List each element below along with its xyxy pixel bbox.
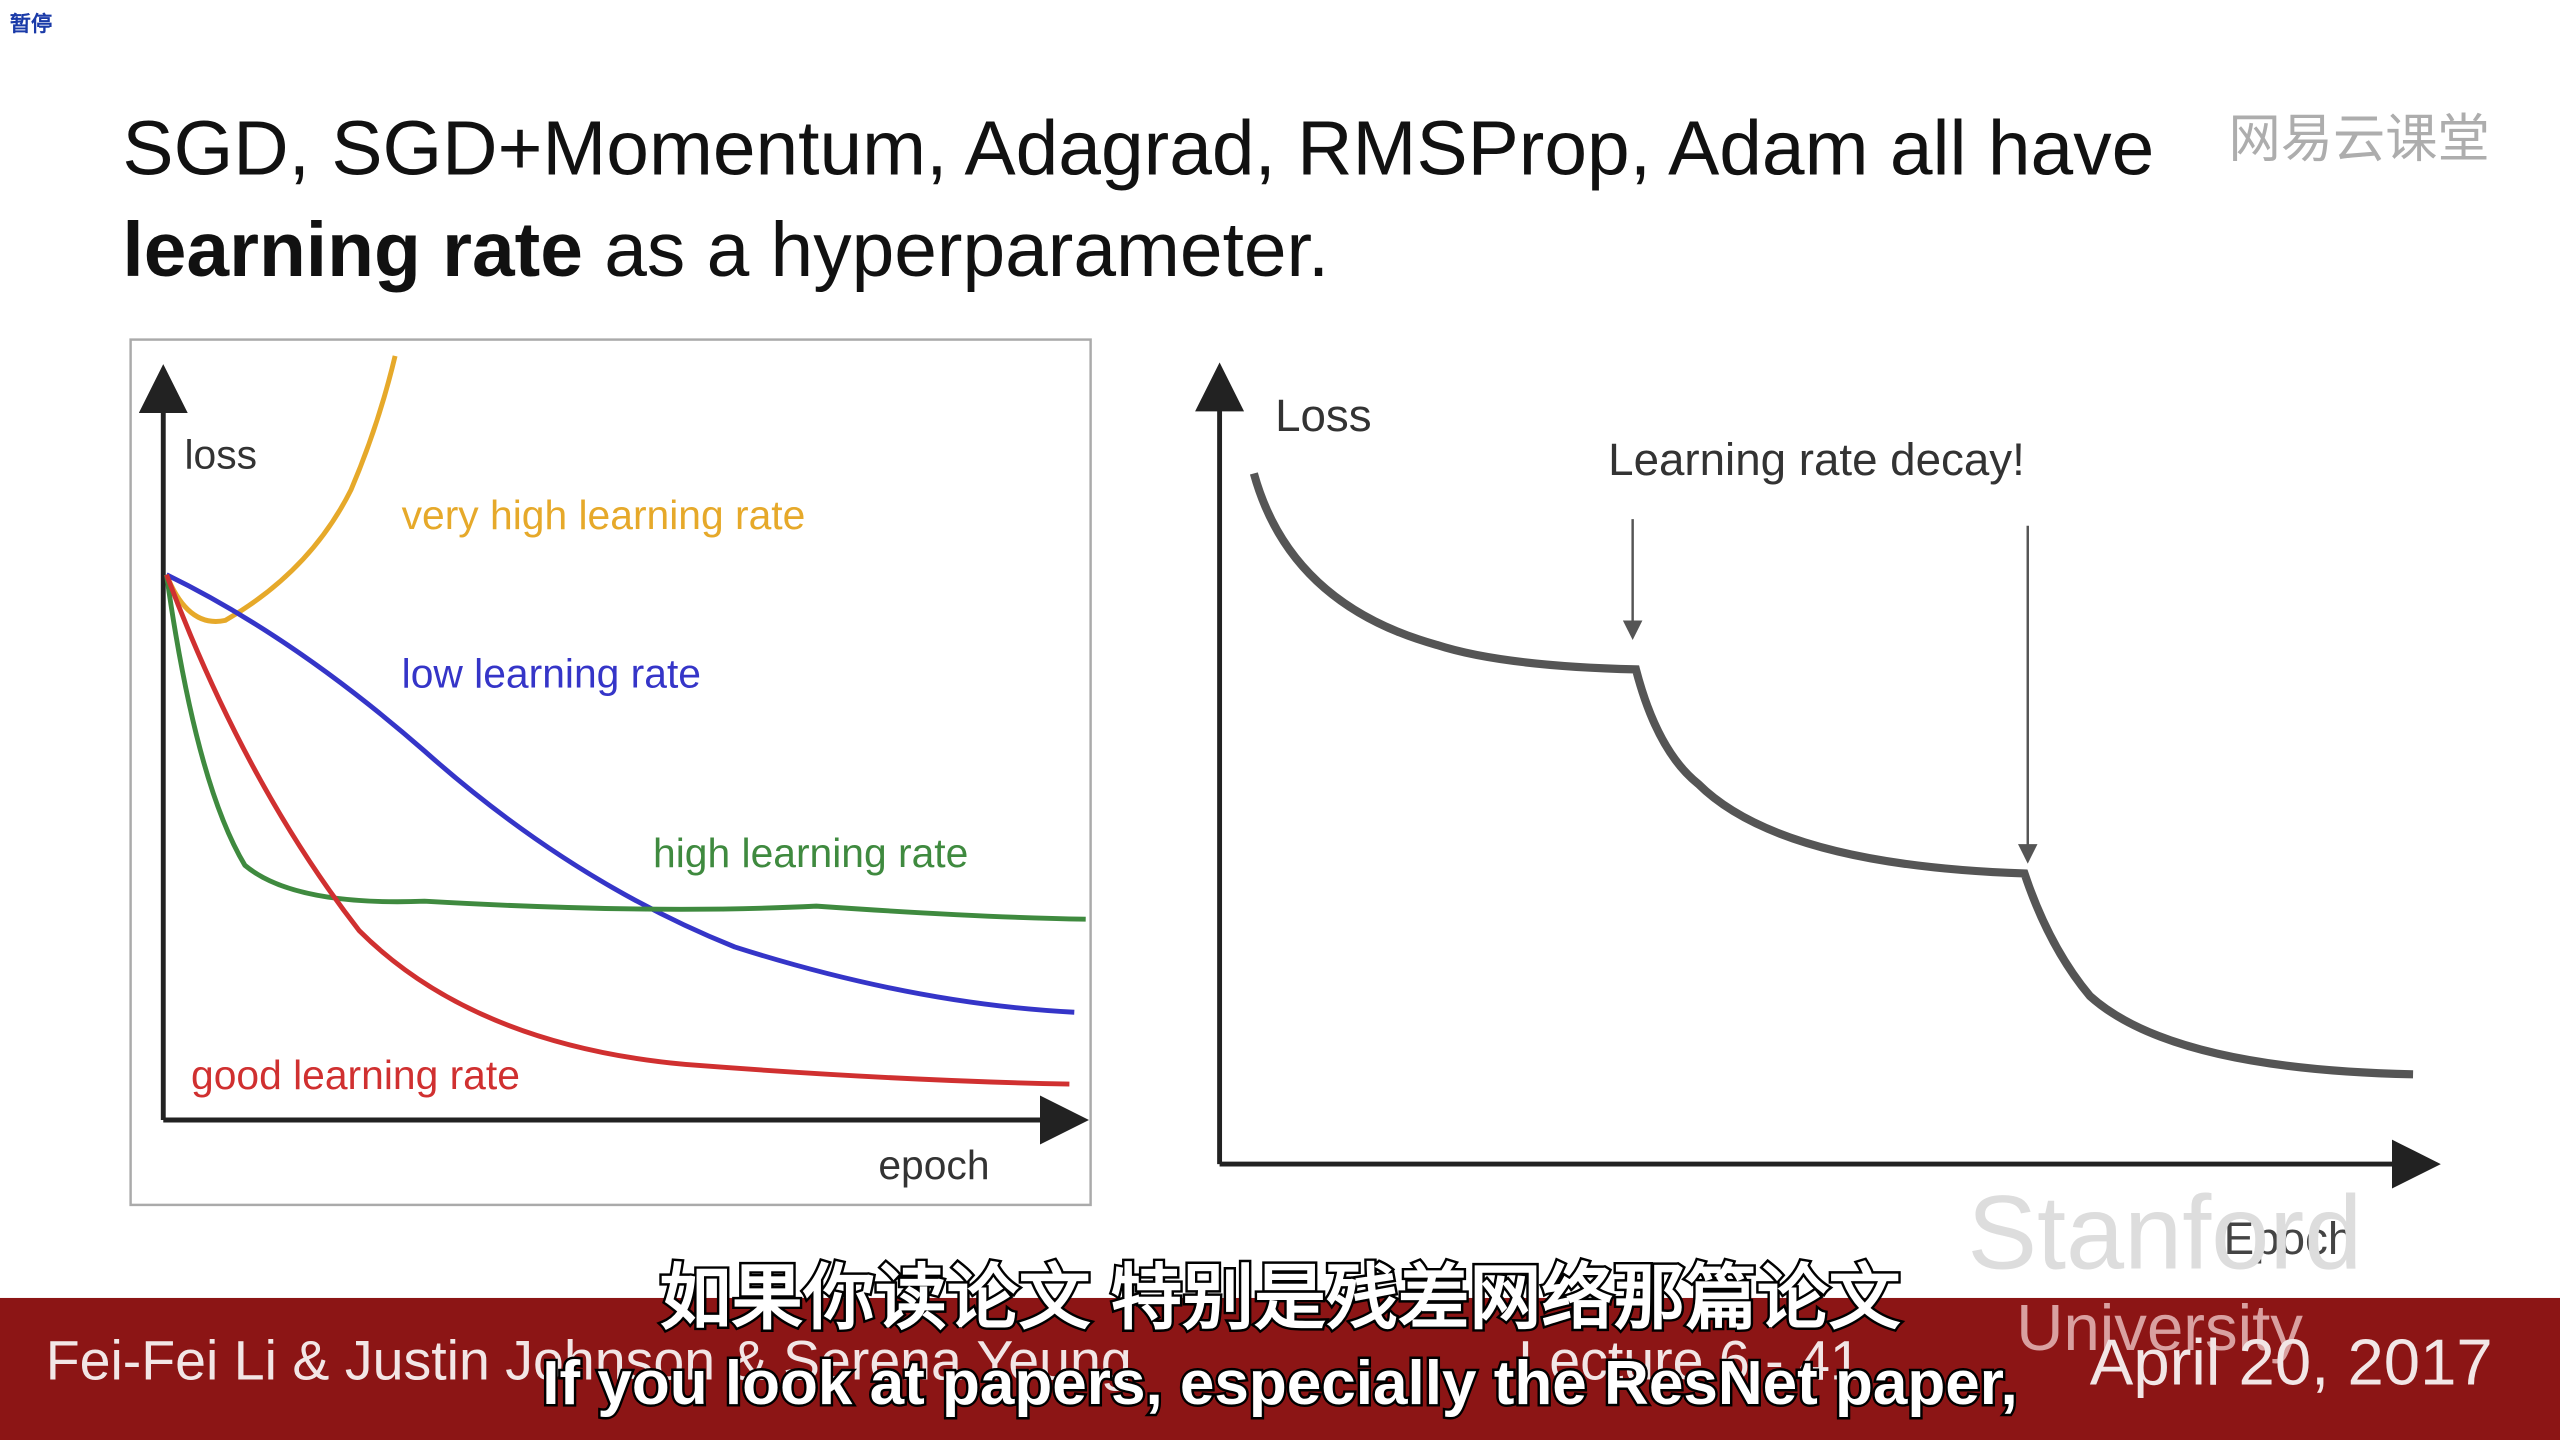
curve-very-high (164, 355, 398, 624)
label-high: high learning rate (653, 830, 968, 876)
watermark: 网易云课堂 (2229, 111, 2490, 169)
right-x-label: Epoch (2224, 1213, 2354, 1264)
logo-university: University (2016, 1291, 2303, 1364)
footer-bar (0, 1297, 2560, 1440)
curve-low (165, 572, 1075, 1015)
decay-curve (1249, 472, 2414, 1079)
curve-good (164, 573, 1070, 1087)
title-line2: learning rate as a hyperparameter. (122, 208, 1329, 293)
subtitle-en: If you look at papers, especially the Re… (542, 1349, 2017, 1418)
title-bold: learning rate (122, 208, 582, 293)
curve-high (164, 574, 1086, 922)
left-x-label: epoch (878, 1142, 989, 1188)
logo-stanford: Stanford (1967, 1175, 2362, 1292)
label-very-high: very high learning rate (402, 492, 806, 538)
footer-lecture: Lecture 6 - 41 (1518, 1330, 1860, 1392)
label-low: low learning rate (402, 650, 701, 696)
left-y-label: loss (184, 432, 257, 478)
title-line1: SGD, SGD+Momentum, Adagrad, RMSProp, Ada… (122, 107, 2154, 192)
footer-date: April 20, 2017 (2090, 1325, 2493, 1398)
left-plot-frame (129, 338, 1092, 1207)
pause-indicator[interactable]: 暂停 (10, 11, 52, 36)
label-good: good learning rate (191, 1052, 520, 1098)
subtitle-zh: 如果你读论文 特别是残差网络那篇论文 (659, 1258, 1900, 1338)
annotation: Learning rate decay! (1608, 434, 2025, 485)
footer-authors: Fei-Fei Li & Justin Johnson & Serena Yeu… (46, 1330, 1132, 1392)
title-rest: as a hyperparameter. (583, 208, 1329, 293)
right-y-label: Loss (1275, 390, 1372, 441)
